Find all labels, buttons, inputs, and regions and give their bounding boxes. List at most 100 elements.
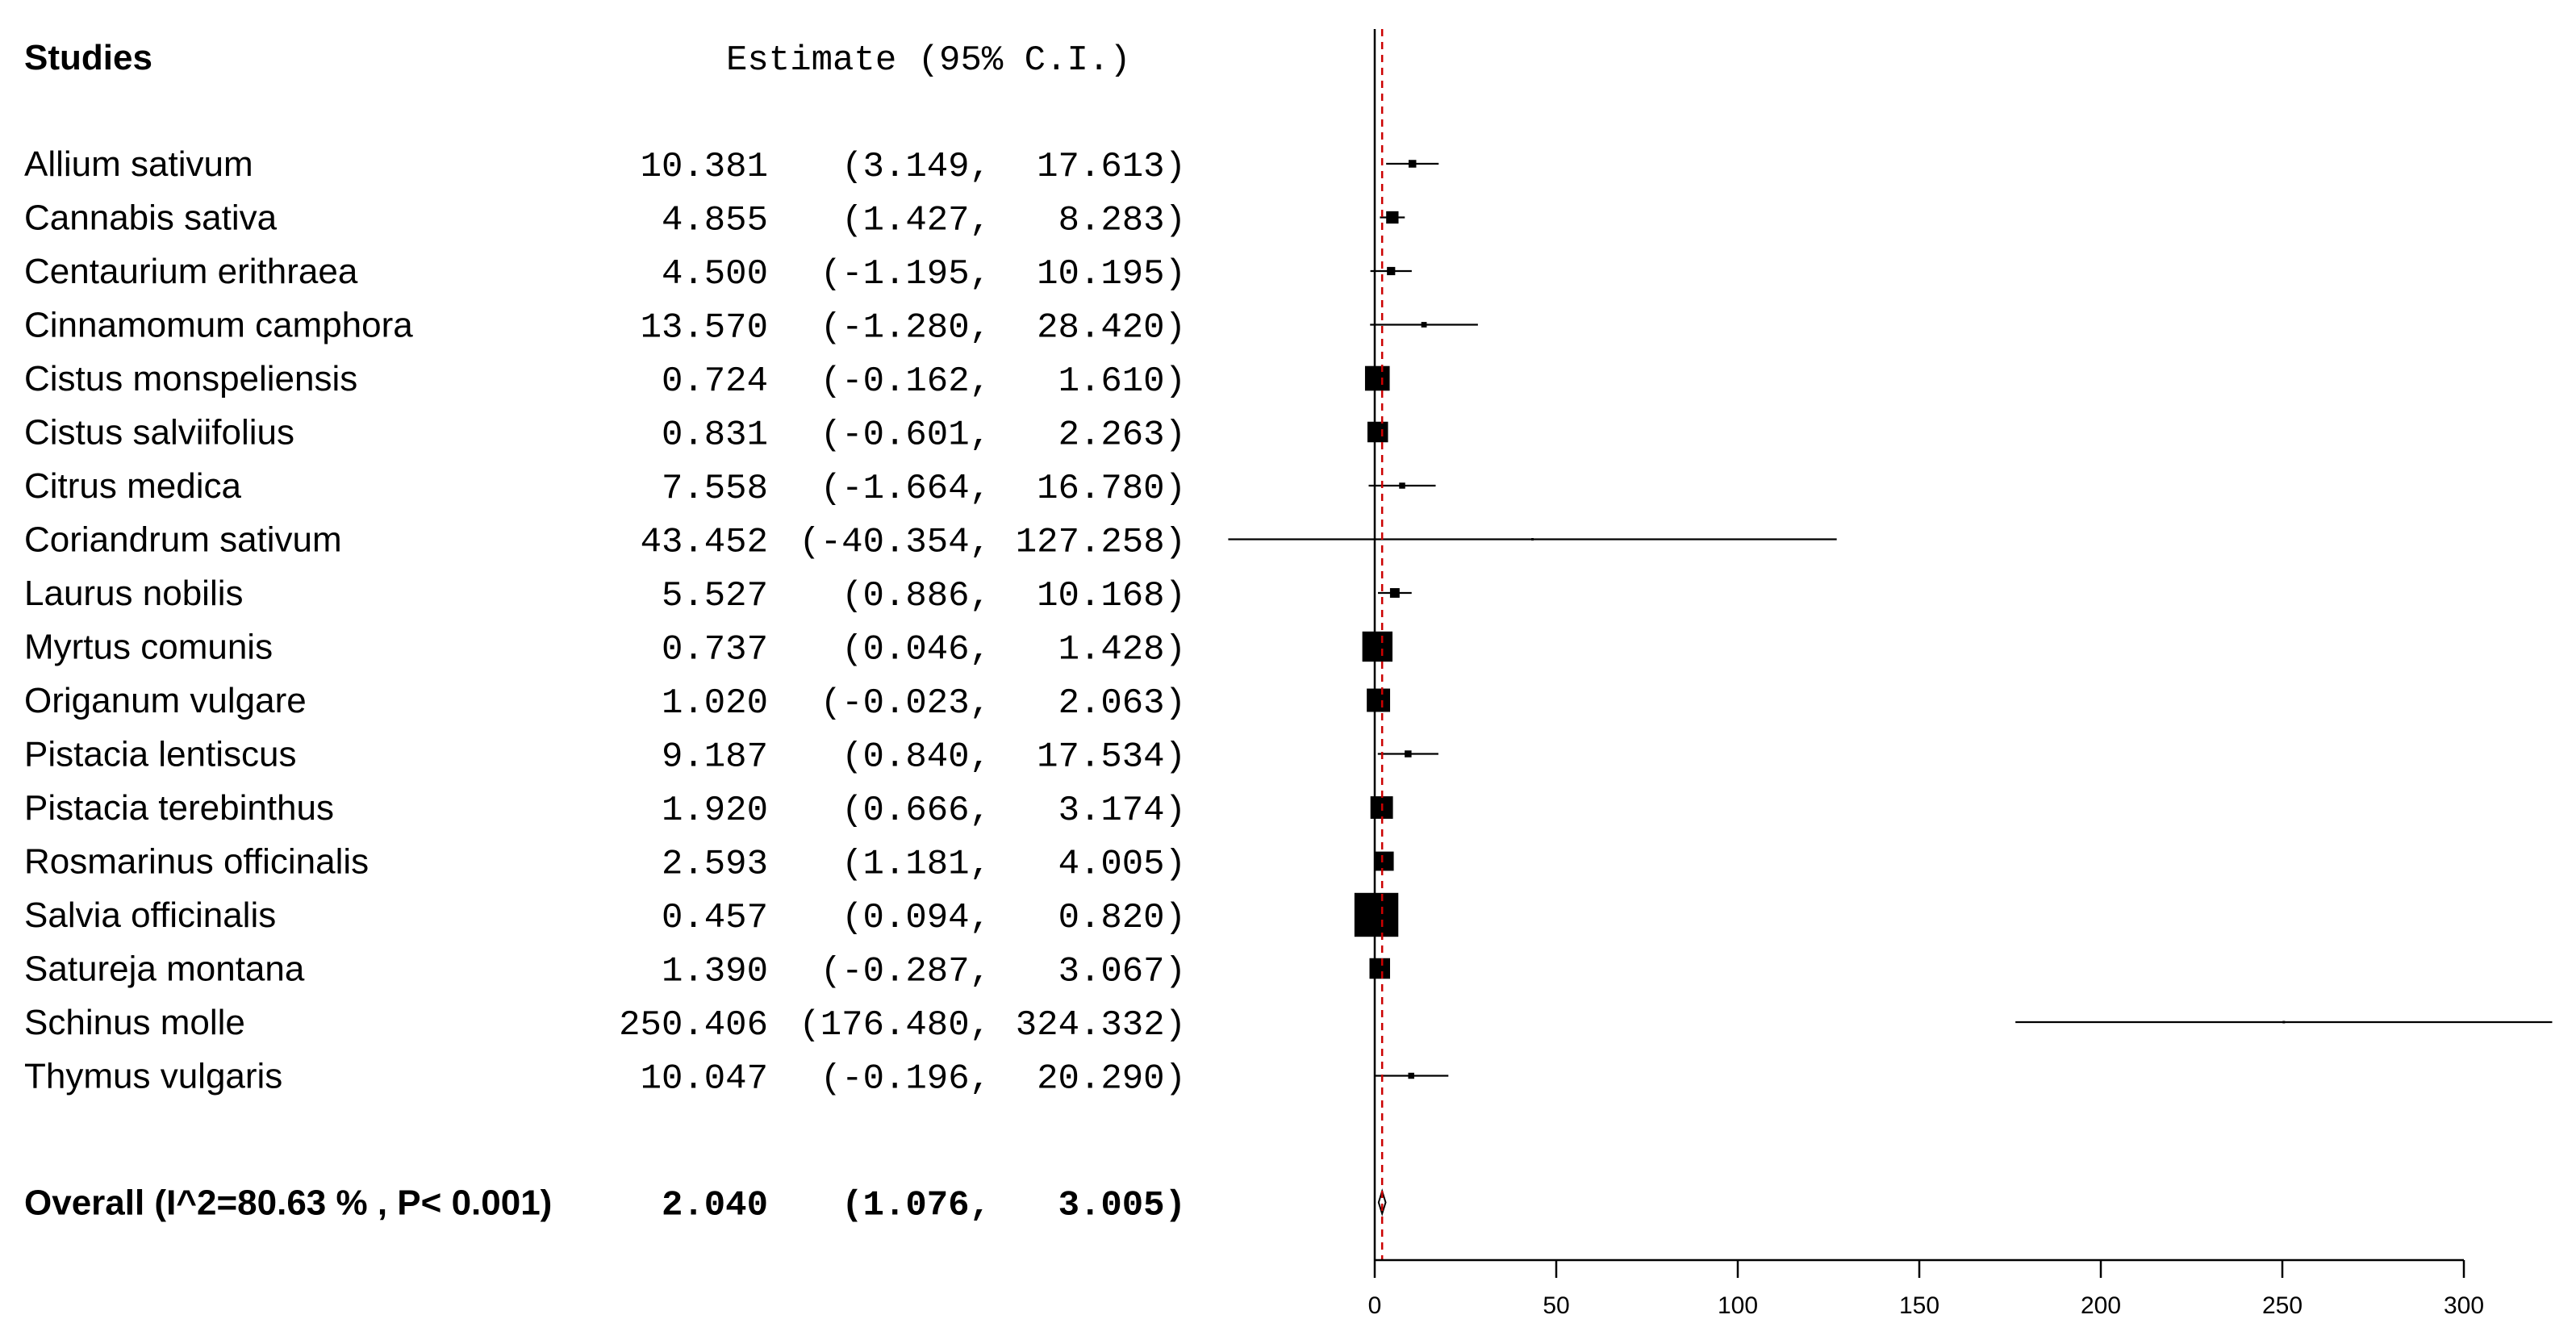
effect-box	[1408, 160, 1417, 168]
study-name: Cannabis sativa	[24, 198, 278, 238]
x-tick-label: 200	[2081, 1292, 2121, 1319]
effect-box	[1399, 482, 1405, 489]
study-estimate: 250.406	[619, 1005, 768, 1046]
study-ci-lower: (0.886,	[841, 576, 991, 616]
effect-box	[2282, 1021, 2286, 1024]
study-ci-upper: 0.820)	[1058, 898, 1186, 938]
effect-box	[1354, 892, 1399, 937]
study-ci-upper: 4.005)	[1058, 845, 1186, 885]
study-ci-upper: 1.610)	[1058, 361, 1186, 402]
study-estimate: 4.500	[662, 254, 768, 294]
study-ci-upper: 28.420)	[1037, 308, 1186, 349]
effect-box	[1421, 322, 1427, 328]
study-ci-lower: (-40.354,	[799, 523, 991, 563]
study-estimate: 9.187	[662, 737, 768, 778]
study-name: Thymus vulgaris	[24, 1057, 282, 1096]
study-ci-upper: 17.613)	[1037, 147, 1186, 187]
effect-box	[1374, 851, 1394, 871]
effect-box	[1369, 958, 1391, 979]
study-ci-upper: 17.534)	[1037, 737, 1186, 778]
effect-box	[1531, 538, 1534, 541]
effect-box	[1364, 365, 1390, 391]
x-tick-label: 50	[1543, 1292, 1569, 1319]
study-name: Cinnamomum camphora	[24, 306, 413, 345]
study-ci-upper: 10.168)	[1037, 576, 1186, 616]
effect-box	[1386, 211, 1399, 224]
study-estimate: 1.390	[662, 952, 768, 992]
study-ci-lower: (-1.664,	[820, 469, 991, 509]
effect-box	[1387, 266, 1396, 276]
study-ci-upper: 1.428)	[1058, 630, 1186, 670]
study-ci-lower: (-1.195,	[820, 254, 991, 294]
x-tick-label: 0	[1368, 1292, 1382, 1319]
study-name: Pistacia lentiscus	[24, 735, 296, 774]
study-ci-lower: (0.094,	[841, 898, 991, 938]
study-name: Schinus molle	[24, 1003, 245, 1042]
study-ci-lower: (0.840,	[841, 737, 991, 778]
plot-area	[1228, 29, 2553, 1260]
study-name: Satureja montana	[24, 950, 305, 989]
table-text: Studies Estimate (95% C.I.) Allium sativum…	[24, 38, 1186, 1226]
study-ci-lower: (-0.287,	[820, 952, 991, 992]
study-name: Laurus nobilis	[24, 574, 244, 613]
effect-box	[1408, 1072, 1414, 1079]
study-ci-upper: 3.174)	[1058, 791, 1186, 831]
study-estimate: 10.047	[641, 1059, 768, 1100]
study-name: Origanum vulgare	[24, 681, 307, 720]
study-ci-lower: (1.427,	[841, 201, 991, 241]
study-estimate: 2.593	[662, 845, 768, 885]
effect-box	[1389, 588, 1400, 598]
study-estimate: 0.724	[662, 361, 768, 402]
study-ci-lower: (0.046,	[841, 630, 991, 670]
effect-box	[1367, 688, 1391, 712]
overall-ci-lower: (1.076,	[841, 1186, 991, 1226]
study-ci-upper: 16.780)	[1037, 469, 1186, 509]
study-ci-lower: (176.480,	[799, 1005, 991, 1046]
study-estimate: 5.527	[662, 576, 768, 616]
study-ci-lower: (-0.023,	[820, 683, 991, 724]
study-estimate: 10.381	[641, 147, 768, 187]
study-ci-upper: 324.332)	[1016, 1005, 1186, 1046]
overall-estimate: 2.040	[662, 1186, 768, 1226]
study-ci-upper: 10.195)	[1037, 254, 1186, 294]
studies-header: Studies	[24, 38, 152, 77]
study-name: Myrtus comunis	[24, 628, 273, 667]
overall-ci-upper: 3.005)	[1058, 1186, 1186, 1226]
study-name: Centaurium erithraea	[24, 252, 358, 291]
study-estimate: 4.855	[662, 201, 768, 241]
study-estimate: 0.737	[662, 630, 768, 670]
study-ci-upper: 2.063)	[1058, 683, 1186, 724]
study-estimate: 13.570	[641, 308, 768, 349]
study-ci-lower: (0.666,	[841, 791, 991, 831]
study-name: Citrus medica	[24, 466, 241, 506]
study-name: Cistus salviifolius	[24, 413, 294, 453]
x-tick-label: 100	[1718, 1292, 1758, 1319]
study-estimate: 1.020	[662, 683, 768, 724]
effect-box	[1405, 750, 1412, 758]
study-estimate: 43.452	[641, 523, 768, 563]
x-axis: 0 50 100 150 200 250 300	[1368, 1258, 2484, 1319]
study-ci-lower: (-1.280,	[820, 308, 991, 349]
study-ci-upper: 8.283)	[1058, 201, 1186, 241]
study-estimate: 7.558	[662, 469, 768, 509]
study-ci-lower: (1.181,	[841, 845, 991, 885]
study-name: Cistus monspeliensis	[24, 359, 357, 399]
study-name: Pistacia terebinthus	[24, 788, 334, 828]
study-name: Salvia officinalis	[24, 895, 276, 935]
study-estimate: 0.457	[662, 898, 768, 938]
study-name: Rosmarinus officinalis	[24, 842, 369, 882]
study-ci-lower: (-0.196,	[820, 1059, 991, 1100]
study-name: Allium sativum	[24, 144, 253, 184]
study-estimate: 0.831	[662, 415, 768, 456]
study-ci-upper: 3.067)	[1058, 952, 1186, 992]
pooled-diamond	[1377, 1188, 1387, 1217]
study-ci-upper: 2.263)	[1058, 415, 1186, 456]
study-name: Coriandrum sativum	[24, 520, 342, 560]
study-estimate: 1.920	[662, 791, 768, 831]
x-tick-label: 250	[2262, 1292, 2303, 1319]
study-ci-upper: 127.258)	[1016, 523, 1186, 563]
study-ci-lower: (3.149,	[841, 147, 991, 187]
x-tick-label: 150	[1899, 1292, 1939, 1319]
effect-box	[1362, 631, 1393, 662]
